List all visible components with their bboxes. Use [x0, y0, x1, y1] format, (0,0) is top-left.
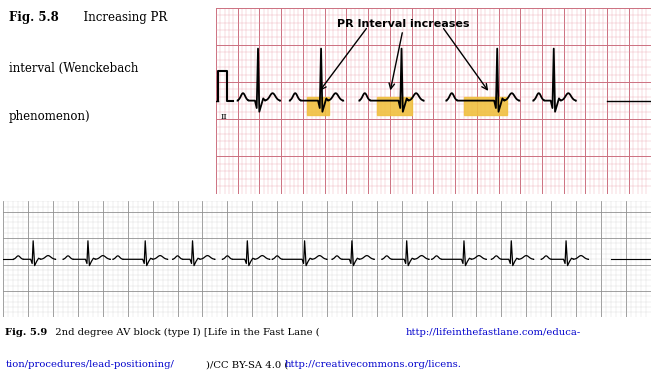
Text: Fig. 5.9: Fig. 5.9 — [5, 328, 48, 337]
Bar — [464, 97, 508, 115]
Text: tion/procedures/lead-positioning/: tion/procedures/lead-positioning/ — [5, 360, 174, 369]
Text: interval (Wenckebach: interval (Wenckebach — [9, 62, 138, 75]
Text: 2nd degree AV block (type I) [Life in the Fast Lane (: 2nd degree AV block (type I) [Life in th… — [49, 328, 320, 337]
Bar — [307, 97, 329, 115]
Text: Increasing PR: Increasing PR — [76, 11, 167, 24]
Text: II: II — [220, 113, 227, 121]
Text: )/CC BY-SA 4.0 (: )/CC BY-SA 4.0 ( — [206, 360, 288, 369]
Text: Fig. 5.8: Fig. 5.8 — [9, 11, 58, 24]
Text: phenomenon): phenomenon) — [9, 110, 90, 123]
Text: http://lifeinthefastlane.com/educa-: http://lifeinthefastlane.com/educa- — [405, 328, 581, 337]
Bar — [377, 97, 411, 115]
Text: http://creativecommons.org/licens.: http://creativecommons.org/licens. — [284, 360, 461, 369]
Text: PR Interval increases: PR Interval increases — [337, 19, 469, 29]
